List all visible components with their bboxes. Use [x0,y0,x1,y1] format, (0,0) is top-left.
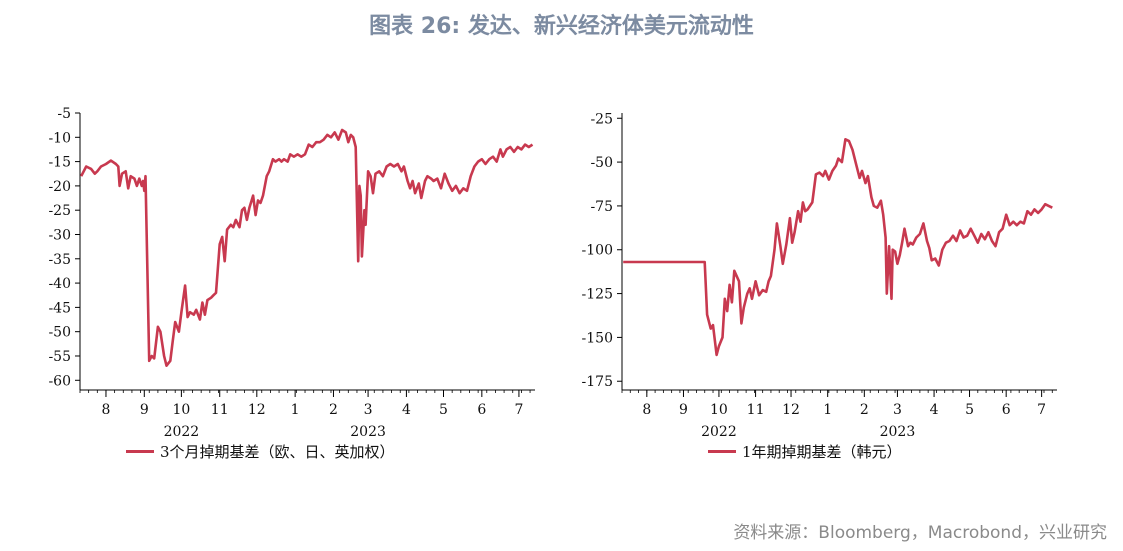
x-tick-label: 1 [291,402,300,418]
x-tick-label: 6 [1002,402,1011,418]
x-tick-label: 10 [172,402,190,418]
y-tick-label: -10 [48,130,71,146]
legend-swatch [126,450,154,453]
x-tick-label: 5 [965,402,974,418]
y-tick-label: -20 [48,179,71,195]
x-tick-label: 7 [1037,402,1046,418]
year-label: 2023 [350,424,386,440]
x-tick-label: 4 [930,402,939,418]
y-tick-label: -125 [582,287,613,303]
x-tick-label: 11 [211,402,229,418]
x-tick-label: 9 [140,402,149,418]
x-tick-label: 7 [514,402,523,418]
y-tick-label: -55 [48,349,71,365]
year-label: 2022 [701,424,737,440]
x-tick-label: 2 [329,402,338,418]
y-tick-label: -25 [48,203,71,219]
legend-right: 1年期掉期基差（韩元） [708,441,902,462]
y-tick-label: -5 [57,106,71,122]
y-tick-label: -45 [48,300,71,316]
y-tick-label: -25 [590,111,613,127]
legend-label: 1年期掉期基差（韩元） [742,443,902,461]
y-tick-label: -50 [48,325,71,341]
legend-left: 3个月掉期基差（欧、日、英加权） [126,441,395,462]
x-tick-label: 2 [860,402,869,418]
x-tick-label: 3 [893,402,902,418]
x-tick-label: 12 [782,402,800,418]
x-tick-label: 3 [364,402,373,418]
x-tick-label: 8 [642,402,651,418]
series-line [80,128,534,368]
x-tick-label: 1 [823,402,832,418]
x-tick-label: 10 [710,402,728,418]
y-tick-label: -15 [48,155,71,171]
x-tick-label: 4 [402,402,411,418]
y-tick-label: -60 [48,373,71,389]
x-tick-label: 6 [477,402,486,418]
legend-label: 3个月掉期基差（欧、日、英加权） [160,443,395,461]
year-label: 2022 [164,424,200,440]
y-tick-label: -175 [582,374,613,390]
y-tick-label: -40 [48,276,71,292]
year-label: 2023 [880,424,916,440]
x-tick-label: 9 [679,402,688,418]
x-tick-label: 11 [747,402,765,418]
x-tick-label: 8 [102,402,111,418]
page-title: 图表 26: 发达、新兴经济体美元流动性 [369,14,754,39]
series-line [623,138,1053,357]
y-tick-label: -150 [582,330,613,346]
left-chart: -5 -10 -15 -20 -25 -30 -35 -40 -45 -50 -55 -60 8 9 10 1… [48,106,535,440]
y-tick-label: -30 [48,227,71,243]
y-tick-label: -50 [590,155,613,171]
source-note: 资料来源：Bloomberg，Macrobond，兴业研究 [733,523,1107,543]
y-tick-label: -75 [590,199,613,215]
y-tick-label: -35 [48,252,71,268]
x-tick-label: 5 [439,402,448,418]
legend-swatch [708,450,736,453]
y-tick-label: -100 [582,243,613,259]
x-tick-label: 12 [248,402,266,418]
